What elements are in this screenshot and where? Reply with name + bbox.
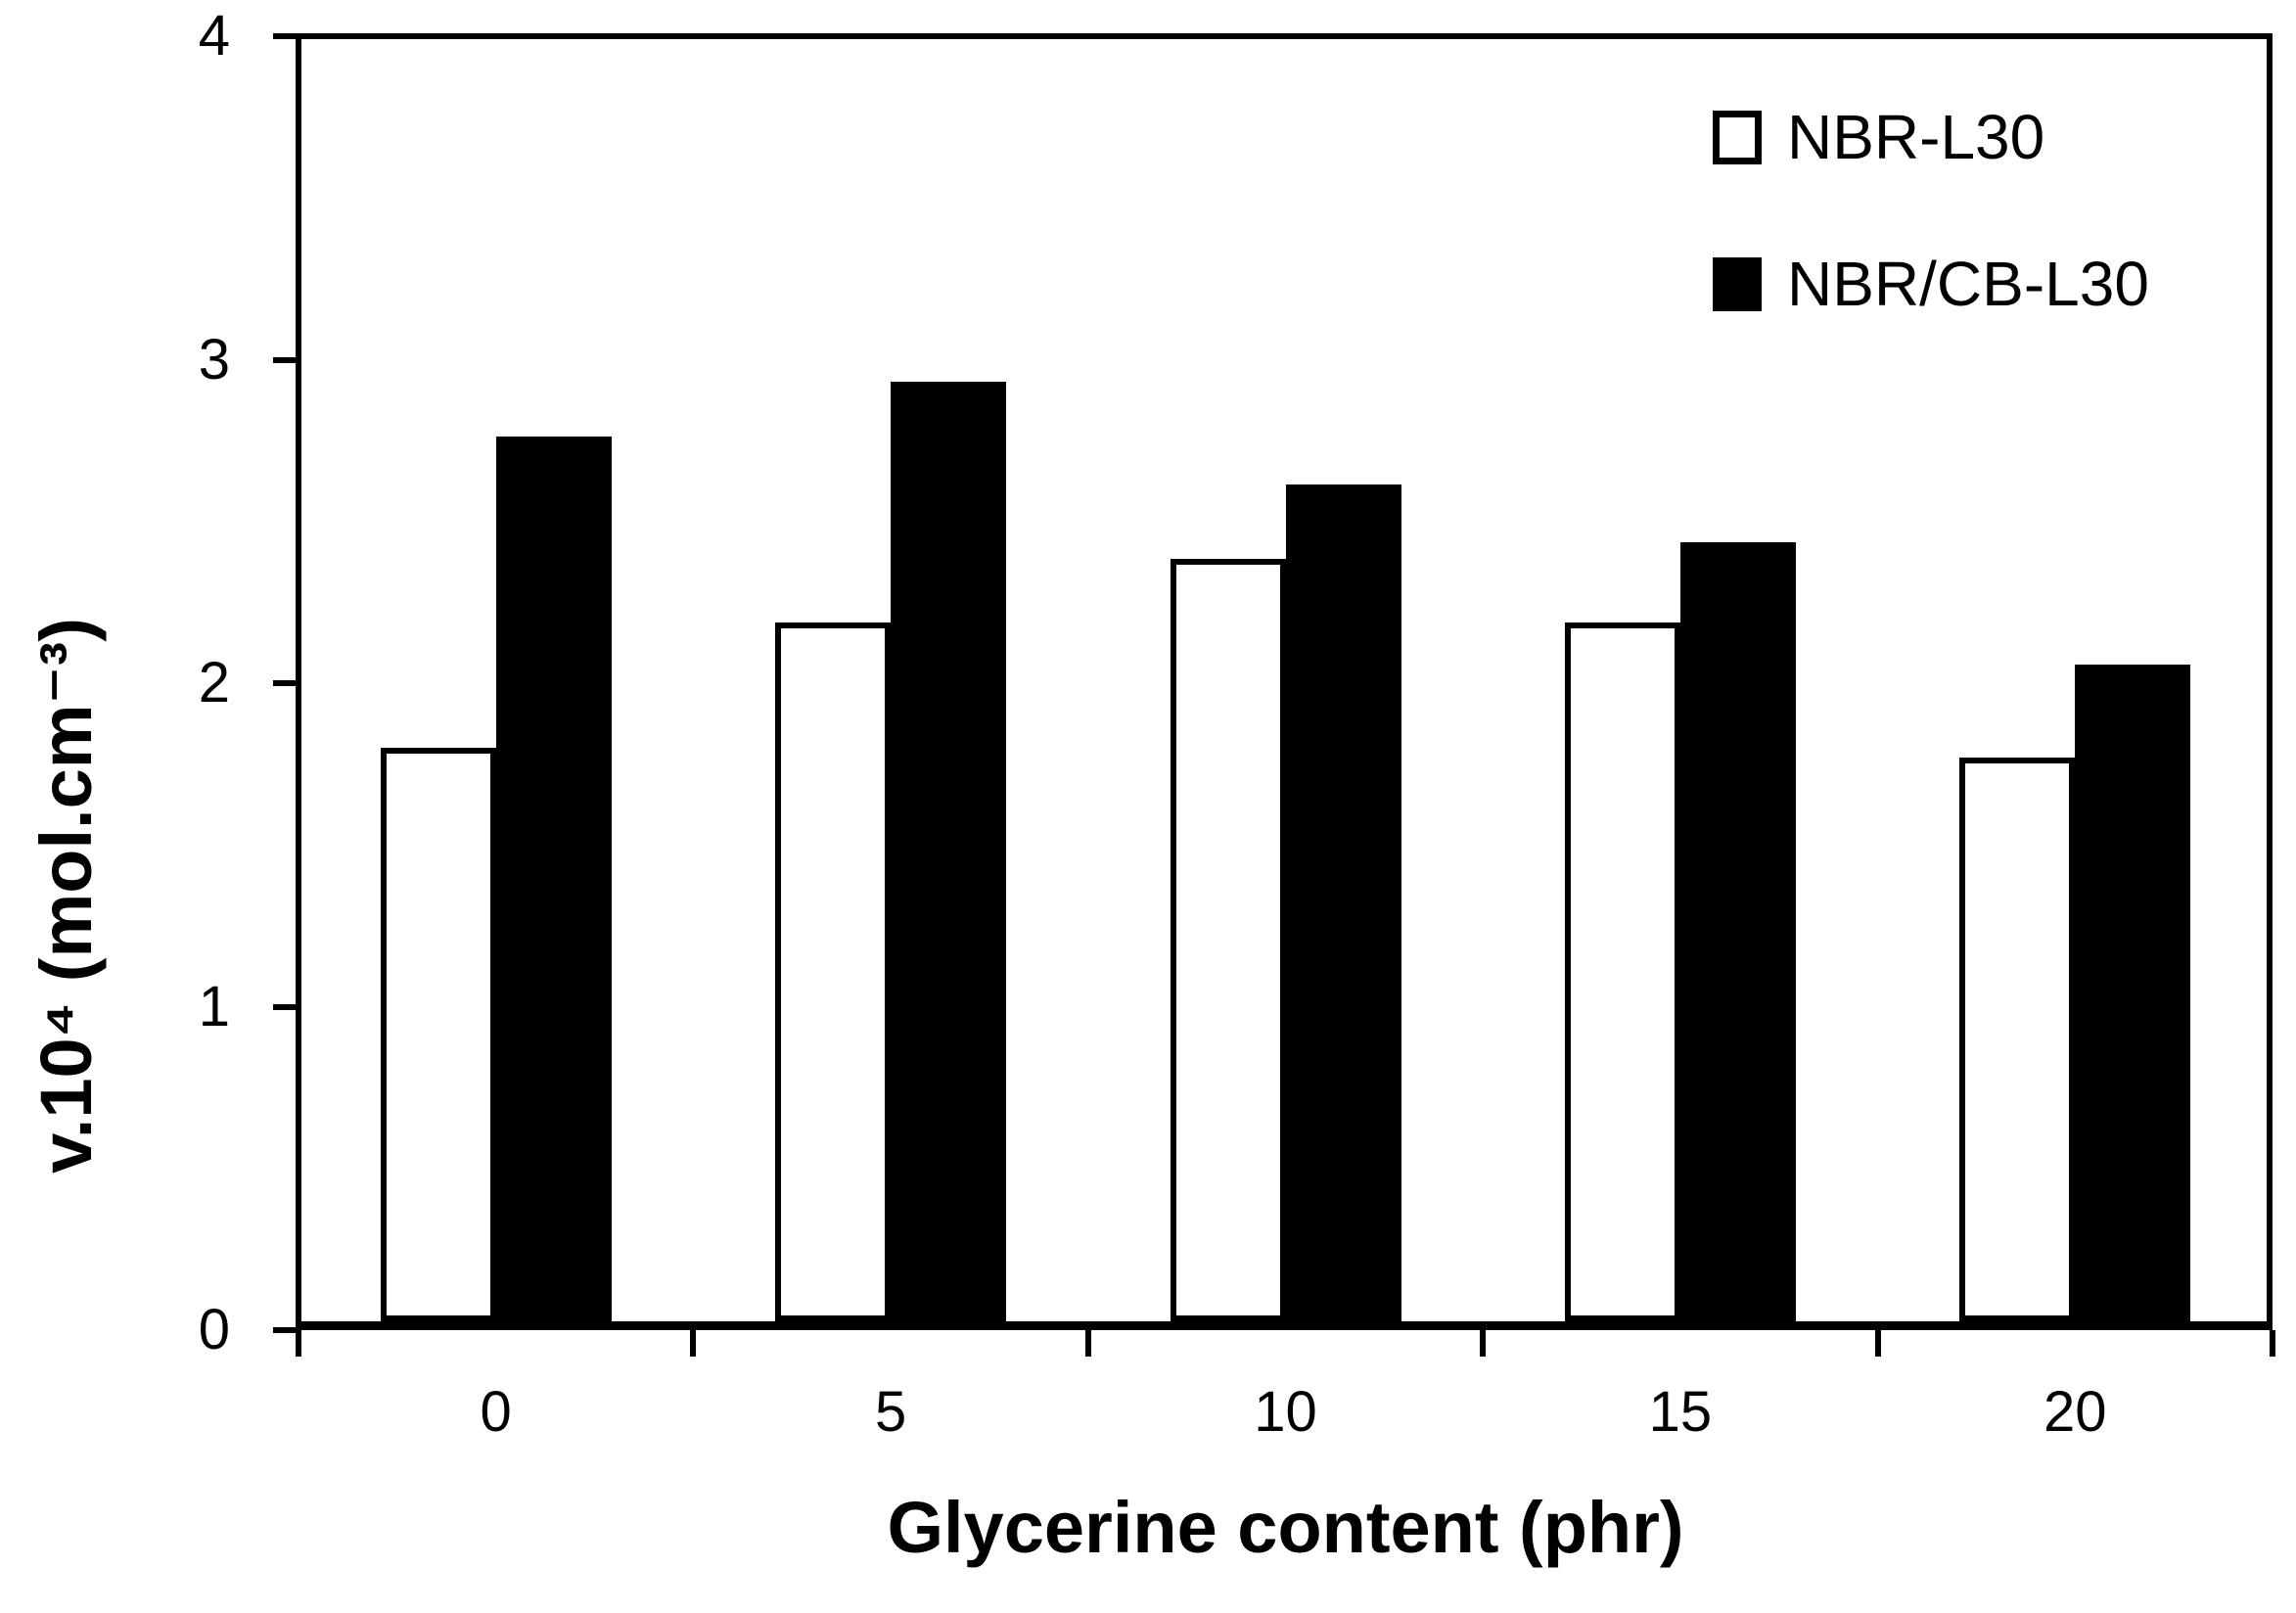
y-tick-label: 3 — [198, 327, 230, 392]
x-axis-tick — [1480, 1330, 1487, 1357]
legend-swatch-filled-square-icon — [1713, 256, 1762, 311]
y-tick-label: 0 — [198, 1298, 230, 1361]
legend-item-nbr-l30: NBR-L30 — [1713, 106, 2149, 168]
x-tick-label: 20 — [2043, 1380, 2107, 1444]
bar-nbr-l30-x5 — [775, 622, 892, 1321]
x-axis-tick — [296, 1330, 301, 1357]
y-axis-tick — [273, 1003, 298, 1010]
x-axis-tick — [1874, 1330, 1881, 1357]
x-tick-label: 15 — [1648, 1380, 1713, 1444]
legend-label-nbr-l30: NBR-L30 — [1787, 102, 2045, 172]
bar-nbr-l30-x10 — [1170, 558, 1286, 1321]
y-tick-label: 1 — [198, 974, 230, 1038]
x-axis-tick — [690, 1330, 697, 1357]
y-axis-tick — [273, 33, 298, 39]
y-axis-tick — [273, 356, 298, 363]
bar-nbr-cb-l30-x15 — [1679, 542, 1796, 1321]
y-axis-tick — [273, 680, 298, 686]
x-tick-label: 0 — [480, 1380, 512, 1444]
x-tick-label: 5 — [874, 1380, 907, 1444]
bar-nbr-l30-x20 — [1959, 757, 2076, 1321]
x-axis-tick — [2270, 1330, 2275, 1357]
legend-swatch-open-square-icon — [1713, 110, 1762, 164]
y-tick-label: 4 — [198, 4, 230, 68]
plot-area — [301, 39, 2267, 1321]
x-axis-title: Glycerine content (phr) — [887, 1487, 1684, 1568]
legend: NBR-L30 NBR/CB-L30 — [1713, 106, 2149, 315]
legend-item-nbr-cb-l30: NBR/CB-L30 — [1713, 253, 2149, 315]
bar-nbr-cb-l30-x10 — [1285, 484, 1401, 1321]
bar-nbr-cb-l30-x5 — [891, 382, 1007, 1321]
x-tick-label: 10 — [1254, 1380, 1317, 1444]
x-axis-tick — [1084, 1330, 1091, 1357]
bar-nbr-l30-x15 — [1564, 622, 1680, 1321]
bar-nbr-cb-l30-x20 — [2075, 664, 2191, 1321]
y-tick-label: 2 — [198, 651, 230, 714]
bar-nbr-cb-l30-x0 — [495, 437, 612, 1321]
legend-label-nbr-cb-l30: NBR/CB-L30 — [1787, 249, 2149, 319]
bar-nbr-l30-x0 — [380, 747, 496, 1321]
y-axis-tick — [273, 1327, 298, 1333]
